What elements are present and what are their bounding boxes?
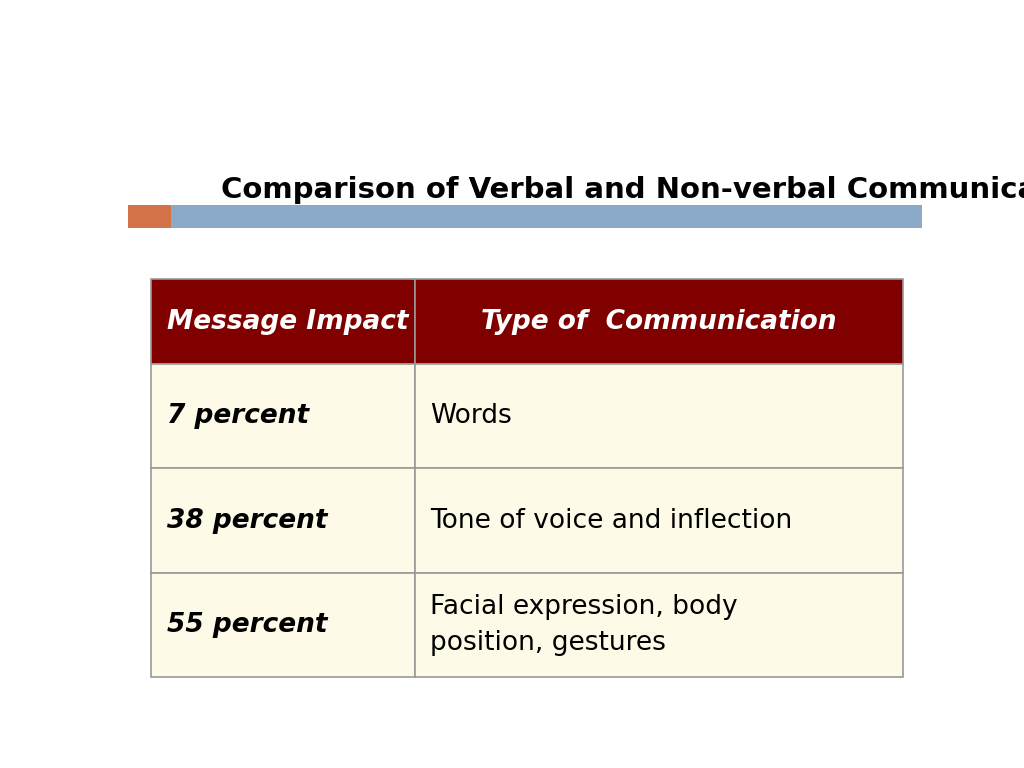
Text: Comparison of Verbal and Non-verbal Communication: Comparison of Verbal and Non-verbal Comm… xyxy=(221,176,1024,204)
Text: 7 percent: 7 percent xyxy=(167,403,309,429)
Text: Tone of voice and inflection: Tone of voice and inflection xyxy=(430,508,793,534)
Bar xyxy=(171,205,922,228)
Text: Facial expression, body
position, gestures: Facial expression, body position, gestur… xyxy=(430,594,738,656)
Bar xyxy=(152,468,415,573)
Bar xyxy=(415,468,903,573)
Bar xyxy=(415,364,903,468)
Bar xyxy=(152,573,415,677)
Bar xyxy=(415,280,903,364)
Text: Words: Words xyxy=(430,403,512,429)
Text: Type of  Communication: Type of Communication xyxy=(481,309,837,335)
Bar xyxy=(152,364,415,468)
Bar xyxy=(152,280,415,364)
Bar xyxy=(415,573,903,677)
Text: Message Impact: Message Impact xyxy=(167,309,409,335)
Text: 55 percent: 55 percent xyxy=(167,612,328,638)
Text: 38 percent: 38 percent xyxy=(167,508,328,534)
Bar xyxy=(128,205,171,228)
